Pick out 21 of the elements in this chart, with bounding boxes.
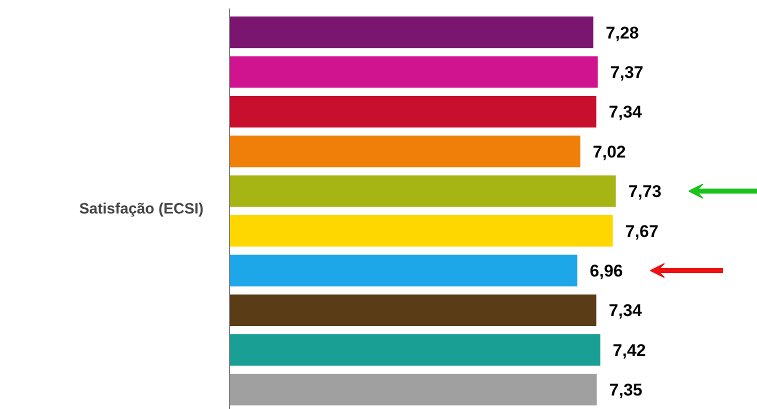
- bar: [230, 293, 598, 328]
- data-label: 7,67: [625, 222, 658, 241]
- bar: [230, 254, 578, 288]
- data-label: 7,34: [608, 102, 642, 122]
- data-label: 7,02: [592, 142, 626, 162]
- data-label: 7,35: [609, 380, 642, 400]
- bar: [230, 174, 617, 208]
- data-label: 7,73: [628, 182, 662, 202]
- data-label: 7,37: [610, 63, 644, 82]
- bar: [230, 55, 599, 89]
- bar: [230, 16, 594, 50]
- data-label: 7,28: [606, 23, 639, 42]
- data-label: 7,42: [612, 340, 646, 360]
- y-axis-title: Satisfação (ECSI): [79, 200, 204, 218]
- bar: [230, 372, 598, 406]
- bar: [230, 134, 582, 168]
- bar: [230, 94, 598, 129]
- data-label: 6,96: [590, 262, 623, 281]
- bar: [230, 333, 602, 367]
- data-label: 7,34: [608, 301, 642, 320]
- bar: [230, 214, 614, 248]
